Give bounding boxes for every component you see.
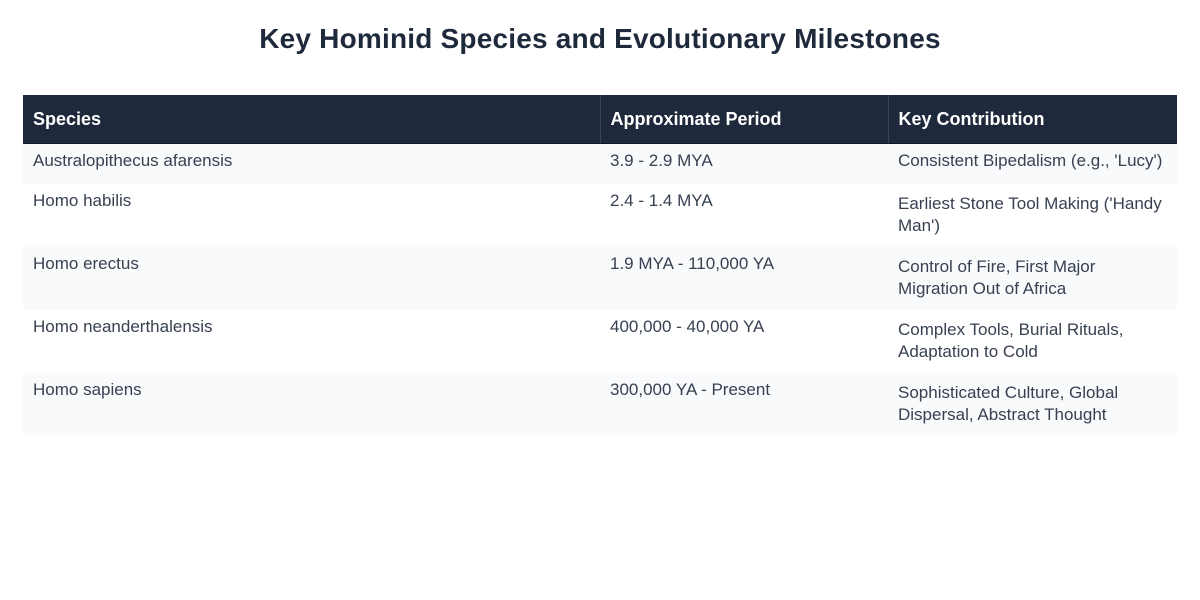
column-header-period: Approximate Period [599,95,888,144]
species-cell: Australopithecus afarensis [23,143,600,184]
period-cell: 300,000 YA - Present [600,373,888,436]
period-cell: 2.4 - 1.4 MYA [600,184,888,247]
species-cell: Homo habilis [23,184,600,247]
column-header-species: Species [23,95,600,144]
period-cell: 400,000 - 40,000 YA [600,310,888,373]
contribution-cell: Control of Fire, First Major Migration O… [888,247,1177,310]
table-row: Homo sapiens 300,000 YA - Present Sophis… [23,373,1177,436]
table-row: Homo habilis 2.4 - 1.4 MYA Earliest Ston… [23,184,1177,247]
period-cell: 3.9 - 2.9 MYA [600,143,888,184]
species-cell: Homo sapiens [23,373,600,436]
contribution-cell: Earliest Stone Tool Making ('Handy Man') [888,184,1177,247]
contribution-cell: Sophisticated Culture, Global Dispersal,… [888,373,1177,436]
period-cell: 1.9 MYA - 110,000 YA [600,247,888,310]
contribution-cell: Consistent Bipedalism (e.g., 'Lucy') [888,143,1177,184]
table-row: Homo neanderthalensis 400,000 - 40,000 Y… [23,310,1177,373]
species-cell: Homo erectus [23,247,600,310]
hominid-table: Species Approximate Period Key Contribut… [23,95,1177,436]
table-row: Australopithecus afarensis 3.9 - 2.9 MYA… [23,143,1177,184]
page-title: Key Hominid Species and Evolutionary Mil… [259,23,941,54]
contribution-cell: Complex Tools, Burial Rituals, Adaptatio… [888,310,1177,373]
table-header-row: Species Approximate Period Key Contribut… [23,95,1177,144]
species-cell: Homo neanderthalensis [23,310,600,373]
table-row: Homo erectus 1.9 MYA - 110,000 YA Contro… [23,247,1177,310]
column-header-contribution: Key Contribution [887,95,1177,144]
